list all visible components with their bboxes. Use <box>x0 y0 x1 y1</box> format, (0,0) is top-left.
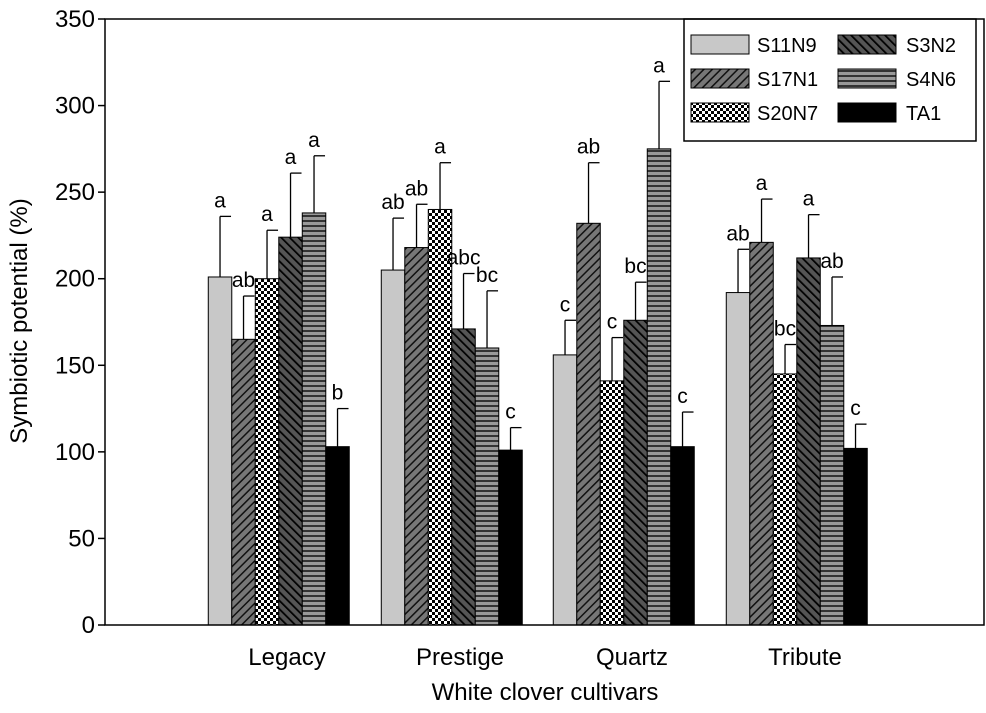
significance-letter: b <box>332 382 344 405</box>
bar-S4N6-Legacy <box>301 212 327 626</box>
significance-letter: a <box>434 136 446 159</box>
legend-swatch-S3N2 <box>837 34 897 55</box>
y-tick-label: 50 <box>68 525 95 552</box>
bar-S3N2-Legacy <box>278 236 303 626</box>
y-tick-label: 0 <box>82 612 95 639</box>
legend-label-S17N1: S17N1 <box>757 69 818 91</box>
bar-S20N7-Tribute <box>772 373 798 626</box>
significance-letter: ab <box>381 191 404 214</box>
significance-letter: ab <box>577 136 600 159</box>
x-axis: Legacy Prestige Quartz Tribute <box>248 644 842 671</box>
x-axis-title: White clover cultivars <box>432 679 659 706</box>
y-tick-label: 350 <box>55 6 95 33</box>
significance-letter: c <box>505 401 516 424</box>
bar-S17N1-Prestige <box>404 247 429 626</box>
significance-letter: a <box>285 146 297 169</box>
bar-S11N9-Quartz <box>552 354 578 626</box>
legend-swatch-TA1 <box>837 102 897 123</box>
bar-S20N7-Legacy <box>254 278 280 626</box>
x-tick-label: Quartz <box>596 644 668 671</box>
significance-letter: ab <box>726 222 749 245</box>
bar-series-group <box>207 148 868 626</box>
significance-letter: c <box>850 397 861 420</box>
legend-swatch-S11N9 <box>690 34 750 55</box>
x-tick-label: Prestige <box>416 644 504 671</box>
significance-letter: bc <box>774 318 796 341</box>
significance-letter: ab <box>820 250 843 273</box>
bar-S11N9-Prestige <box>380 269 406 626</box>
bar-S17N1-Quartz <box>576 222 601 626</box>
bar-S20N7-Prestige <box>427 208 453 626</box>
significance-letter: a <box>756 172 768 195</box>
significance-letter: a <box>308 129 320 152</box>
legend-swatch-S17N1 <box>690 68 750 89</box>
bar-S3N2-Tribute <box>796 257 821 626</box>
y-tick-label: 300 <box>55 93 95 120</box>
significance-letter: a <box>653 54 665 77</box>
significance-letter: abc <box>447 247 481 270</box>
bar-S17N1-Legacy <box>231 338 256 626</box>
bar-TA1-Tribute <box>843 447 868 626</box>
legend-label-S20N7: S20N7 <box>757 103 818 125</box>
error-bar-group <box>219 80 867 451</box>
significance-letter: a <box>261 203 273 226</box>
significance-letter: c <box>677 385 688 408</box>
legend: S11N9 S17N1 S20N7 S3N2 S4N6 TA1 <box>683 18 977 142</box>
bar-S4N6-Quartz <box>646 148 672 626</box>
significance-letter: a <box>803 188 815 211</box>
plot-frame <box>104 18 985 626</box>
bar-S11N9-Tribute <box>725 292 751 626</box>
bar-S11N9-Legacy <box>207 276 233 626</box>
bar-S4N6-Tribute <box>819 324 845 626</box>
bar-S17N1-Tribute <box>749 241 774 626</box>
legend-label-S4N6: S4N6 <box>906 69 956 91</box>
significance-letter: ab <box>405 177 428 200</box>
y-axis: 0 50 100 150 200 250 300 350 <box>55 6 105 639</box>
significance-letter: ab <box>232 269 255 292</box>
bar-TA1-Prestige <box>498 449 523 626</box>
significance-letter: c <box>607 311 618 334</box>
bar-S20N7-Quartz <box>599 380 625 626</box>
bar-S4N6-Prestige <box>474 347 500 626</box>
x-tick-label: Legacy <box>248 644 325 671</box>
x-tick-label: Tribute <box>768 644 842 671</box>
bar-TA1-Legacy <box>325 446 350 626</box>
significance-letter: a <box>214 189 226 212</box>
significance-letter: bc <box>624 255 646 278</box>
legend-swatch-S20N7 <box>690 102 750 123</box>
y-tick-label: 150 <box>55 352 95 379</box>
legend-label-TA1: TA1 <box>906 103 941 125</box>
legend-swatch-S4N6 <box>837 68 897 89</box>
y-tick-label: 200 <box>55 266 95 293</box>
bar-S3N2-Prestige <box>451 328 476 626</box>
bar-TA1-Quartz <box>670 446 695 626</box>
legend-label-S11N9: S11N9 <box>757 35 817 57</box>
bar-S3N2-Quartz <box>623 319 648 626</box>
legend-label-S3N2: S3N2 <box>906 35 956 57</box>
significance-letter: bc <box>476 264 498 287</box>
y-tick-label: 100 <box>55 439 95 466</box>
y-tick-label: 250 <box>55 179 95 206</box>
y-axis-title: Symbiotic potential (%) <box>6 198 33 443</box>
significance-letter: c <box>560 293 571 316</box>
